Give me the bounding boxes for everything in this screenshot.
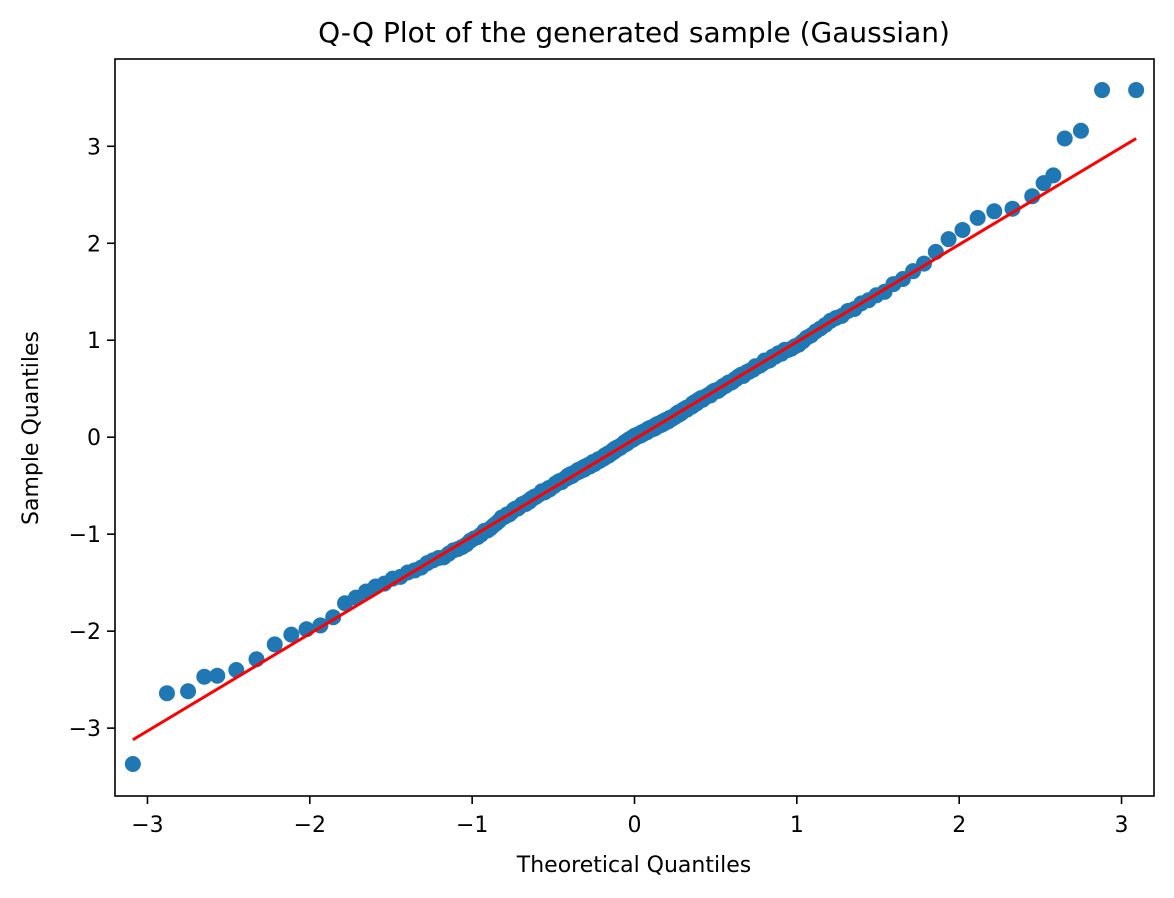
sample-point — [1056, 130, 1073, 147]
sample-point — [124, 755, 141, 772]
x-tick-label: 0 — [628, 813, 642, 838]
sample-point — [158, 685, 175, 702]
y-tick-label: −1 — [69, 523, 101, 548]
y-tick-label: 0 — [87, 426, 101, 451]
y-tick-label: 2 — [87, 232, 101, 257]
sample-point — [1094, 82, 1111, 99]
sample-point — [969, 209, 986, 226]
y-axis-ticks: −3 −2 −1 0 1 2 3 — [69, 135, 115, 742]
sample-point — [283, 626, 300, 643]
y-tick-label: 3 — [87, 135, 101, 160]
sample-point — [266, 636, 283, 653]
sample-point — [180, 683, 197, 700]
sample-point — [196, 668, 213, 685]
sample-point — [1004, 200, 1021, 217]
y-tick-label: −3 — [69, 717, 101, 742]
x-axis-ticks: −3 −2 −1 0 1 2 3 — [131, 796, 1129, 838]
y-axis-label: Sample Quantiles — [19, 331, 44, 525]
x-tick-label: 1 — [790, 813, 804, 838]
x-tick-label: 3 — [1115, 813, 1129, 838]
chart-title: Q-Q Plot of the generated sample (Gaussi… — [318, 16, 950, 49]
sample-point — [986, 203, 1003, 220]
sample-point — [1045, 167, 1062, 184]
reference-line — [132, 137, 1137, 742]
sample-point — [1128, 82, 1145, 99]
x-axis-label: Theoretical Quantiles — [516, 853, 751, 878]
sample-point — [1024, 188, 1041, 205]
sample-point — [1072, 122, 1089, 139]
x-tick-label: −1 — [456, 813, 488, 838]
sample-point — [940, 231, 957, 248]
x-tick-label: −2 — [294, 813, 326, 838]
sample-point — [954, 221, 971, 238]
plot-area — [124, 82, 1145, 772]
y-tick-label: −2 — [69, 620, 101, 645]
x-tick-label: −3 — [131, 813, 163, 838]
sample-point — [209, 667, 226, 684]
y-tick-label: 1 — [87, 329, 101, 354]
x-tick-label: 2 — [952, 813, 966, 838]
